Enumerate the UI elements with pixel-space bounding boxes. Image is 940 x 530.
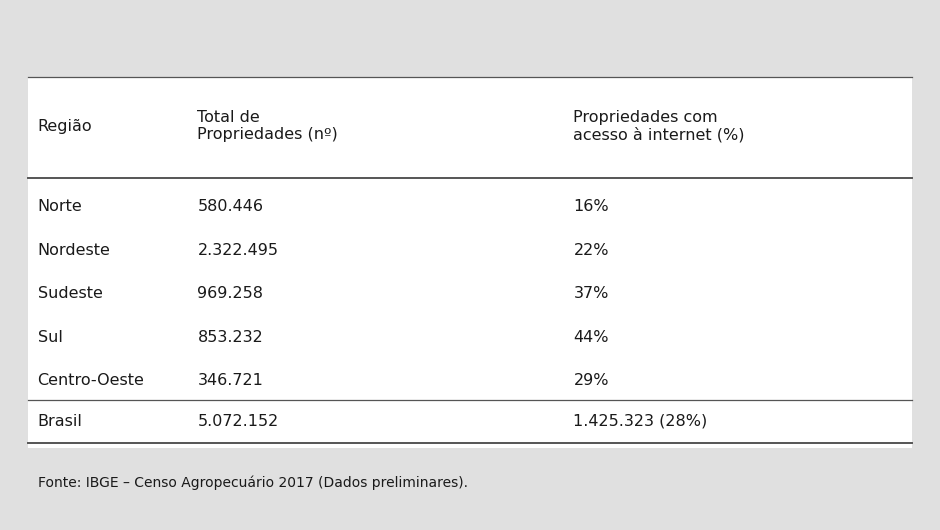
- FancyBboxPatch shape: [28, 77, 912, 448]
- Text: Norte: Norte: [38, 199, 83, 214]
- Text: 5.072.152: 5.072.152: [197, 414, 278, 429]
- Text: 29%: 29%: [573, 373, 609, 388]
- Text: 969.258: 969.258: [197, 286, 263, 301]
- Text: Fonte: IBGE – Censo Agropecuário 2017 (Dados preliminares).: Fonte: IBGE – Censo Agropecuário 2017 (D…: [38, 475, 467, 490]
- Text: Nordeste: Nordeste: [38, 243, 111, 258]
- Text: 44%: 44%: [573, 330, 609, 345]
- Text: 1.425.323 (28%): 1.425.323 (28%): [573, 414, 708, 429]
- Text: 16%: 16%: [573, 199, 609, 214]
- Text: 2.322.495: 2.322.495: [197, 243, 278, 258]
- Text: 346.721: 346.721: [197, 373, 263, 388]
- Text: Brasil: Brasil: [38, 414, 83, 429]
- Text: Total de
Propriedades (nº): Total de Propriedades (nº): [197, 110, 338, 143]
- Text: Sul: Sul: [38, 330, 62, 345]
- Text: Centro-Oeste: Centro-Oeste: [38, 373, 145, 388]
- Text: 22%: 22%: [573, 243, 609, 258]
- Text: 853.232: 853.232: [197, 330, 263, 345]
- Text: Propriedades com
acesso à internet (%): Propriedades com acesso à internet (%): [573, 110, 744, 143]
- Text: Região: Região: [38, 119, 92, 134]
- Text: 580.446: 580.446: [197, 199, 263, 214]
- Text: Sudeste: Sudeste: [38, 286, 102, 301]
- Text: 37%: 37%: [573, 286, 609, 301]
